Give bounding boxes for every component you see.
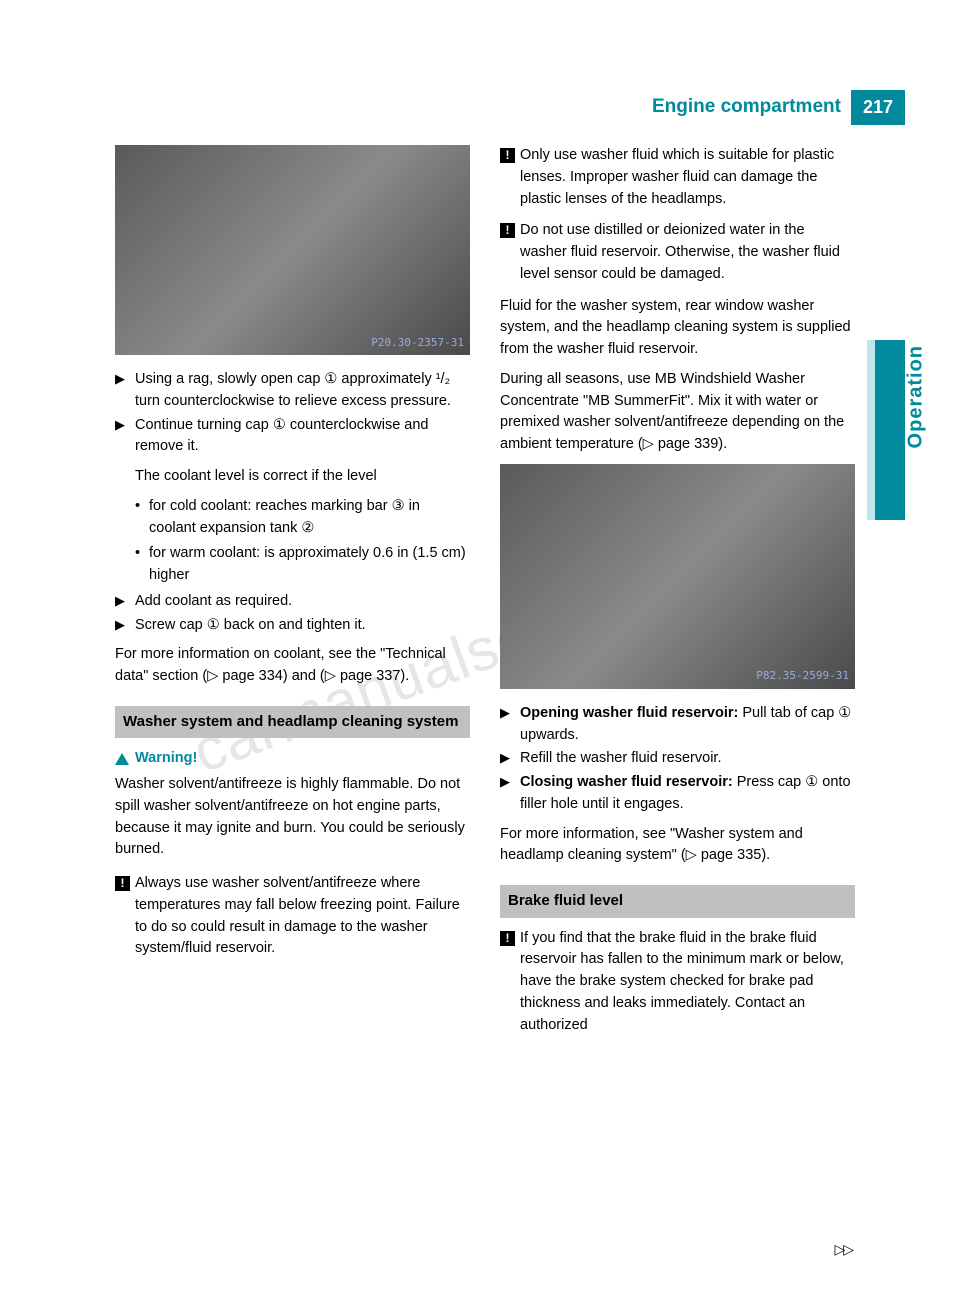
washer-reservoir-image: P82.35-2599-31	[500, 464, 855, 689]
warning-title: Warning!	[115, 748, 470, 770]
step-line: ▶ Continue turning cap ① counterclockwis…	[115, 415, 470, 459]
paragraph: Fluid for the washer system, rear window…	[500, 296, 855, 361]
note-line: ! If you find that the brake fluid in th…	[500, 928, 855, 1037]
step-line: ▶ Add coolant as required.	[115, 591, 470, 613]
image-id: P82.35-2599-31	[756, 668, 849, 685]
step-text: Opening washer fluid reservoir: Pull tab…	[520, 703, 855, 747]
note-line: ! Only use washer fluid which is suitabl…	[500, 145, 855, 210]
footer-text: For more information on coolant, see the…	[115, 644, 470, 688]
page-header: Engine compartment 217	[652, 90, 905, 125]
content-columns: P20.30-2357-31 ▶ Using a rag, slowly ope…	[115, 145, 855, 1232]
page-number: 217	[851, 90, 905, 125]
sub-bullet: • for warm coolant: is approximately 0.6…	[135, 543, 470, 587]
right-column: ! Only use washer fluid which is suitabl…	[500, 145, 855, 1232]
paragraph: During all seasons, use MB Windshield Wa…	[500, 369, 855, 456]
section-heading-washer: Washer system and headlamp cleaning syst…	[115, 706, 470, 739]
warning-label: Warning!	[135, 748, 197, 770]
sub-bullet: • for cold coolant: reaches marking bar …	[135, 496, 470, 540]
exclaim-icon: !	[500, 223, 515, 238]
step-arrow-icon: ▶	[500, 748, 520, 770]
step-line: ▶ Closing washer fluid reservoir: Press …	[500, 772, 855, 816]
note-line: ! Always use washer solvent/antifreeze w…	[115, 873, 470, 960]
step-arrow-icon: ▶	[115, 615, 135, 637]
step-line: ▶ Screw cap ① back on and tighten it.	[115, 615, 470, 637]
step-text: Closing washer fluid reservoir: Press ca…	[520, 772, 855, 816]
warning-body: Washer solvent/antifreeze is highly flam…	[115, 774, 470, 861]
step-line: ▶ Opening washer fluid reservoir: Pull t…	[500, 703, 855, 747]
bullet-icon: •	[135, 543, 149, 587]
note-text: If you find that the brake fluid in the …	[520, 928, 855, 1037]
step-text: Continue turning cap ① counterclockwise …	[135, 415, 470, 459]
left-column: P20.30-2357-31 ▶ Using a rag, slowly ope…	[115, 145, 470, 1232]
exclaim-icon: !	[115, 876, 130, 891]
note-text: Always use washer solvent/antifreeze whe…	[135, 873, 470, 960]
step-text: Screw cap ① back on and tighten it.	[135, 615, 470, 637]
exclaim-icon: !	[500, 931, 515, 946]
continuation-arrow-icon: ▷▷	[834, 1239, 852, 1260]
image-id: P20.30-2357-31	[371, 335, 464, 352]
header-title: Engine compartment	[652, 93, 851, 122]
step-arrow-icon: ▶	[500, 772, 520, 816]
exclaim-icon: !	[500, 148, 515, 163]
step-arrow-icon: ▶	[115, 415, 135, 459]
intro-text: The coolant level is correct if the leve…	[135, 466, 470, 488]
step-text: Add coolant as required.	[135, 591, 470, 613]
engine-coolant-image: P20.30-2357-31	[115, 145, 470, 355]
step-text: Refill the washer fluid reservoir.	[520, 748, 855, 770]
step-arrow-icon: ▶	[115, 369, 135, 413]
footer-text: For more information, see "Washer system…	[500, 824, 855, 868]
warning-box: Warning! Washer solvent/antifreeze is hi…	[115, 748, 470, 861]
section-heading-brake: Brake fluid level	[500, 885, 855, 918]
step-text: Using a rag, slowly open cap ① approxima…	[135, 369, 470, 413]
step-arrow-icon: ▶	[115, 591, 135, 613]
side-tab	[875, 340, 905, 520]
note-text: Do not use distilled or deionized water …	[520, 220, 855, 285]
step-arrow-icon: ▶	[500, 703, 520, 747]
step-line: ▶ Refill the washer fluid reservoir.	[500, 748, 855, 770]
note-text: Only use washer fluid which is suitable …	[520, 145, 855, 210]
note-line: ! Do not use distilled or deionized wate…	[500, 220, 855, 285]
step-line: ▶ Using a rag, slowly open cap ① approxi…	[115, 369, 470, 413]
warning-triangle-icon	[115, 753, 129, 765]
bullet-text: for warm coolant: is approximately 0.6 i…	[149, 543, 470, 587]
bullet-text: for cold coolant: reaches marking bar ③ …	[149, 496, 470, 540]
bullet-icon: •	[135, 496, 149, 540]
